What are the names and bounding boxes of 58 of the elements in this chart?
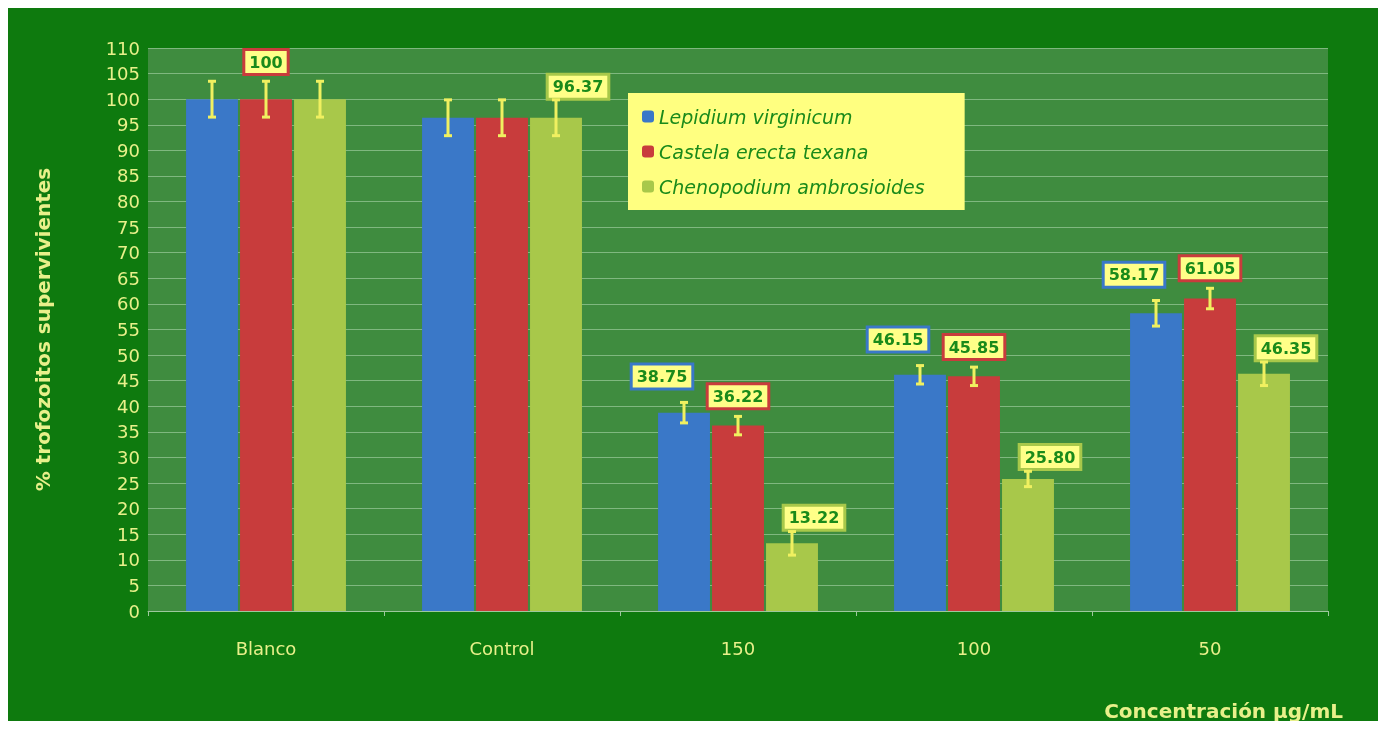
y-tick-label: 75	[117, 216, 140, 238]
data-label: 13.22	[788, 508, 840, 528]
y-tick-label: 10	[117, 549, 140, 571]
x-tick-label: 150	[720, 637, 756, 659]
bar	[712, 425, 764, 611]
y-tick-label: 80	[117, 191, 140, 213]
y-tick-label: 30	[117, 446, 140, 468]
y-tick-label: 45	[117, 370, 140, 392]
y-tick-label: 35	[117, 421, 140, 443]
bar	[766, 543, 818, 611]
data-label: 38.75	[636, 366, 688, 386]
x-tick-label: 50	[1198, 637, 1222, 659]
bar	[1130, 313, 1182, 611]
y-tick-label: 90	[117, 139, 140, 161]
y-tick-label: 25	[117, 472, 140, 494]
x-tick-label: Blanco	[235, 637, 297, 659]
bar	[894, 374, 946, 611]
legend-label: Lepidium virginicum	[659, 105, 853, 128]
y-tick-label: 15	[117, 523, 140, 545]
bar	[530, 117, 582, 611]
data-label: 46.35	[1260, 338, 1312, 358]
bar	[948, 376, 1000, 611]
x-tick-label: Control	[469, 637, 535, 659]
bar	[476, 117, 528, 611]
data-label: 58.17	[1108, 265, 1160, 285]
y-tick-label: 105	[105, 63, 140, 85]
y-tick-label: 65	[117, 267, 140, 289]
y-tick-label: 5	[128, 574, 140, 596]
y-tick-label: 70	[117, 242, 140, 264]
data-label: 100	[249, 52, 283, 72]
bar	[294, 99, 346, 611]
bar	[422, 117, 474, 611]
legend-label: Chenopodium ambrosioides	[659, 175, 925, 198]
x-tick-label: 100	[956, 637, 992, 659]
y-axis-title: % trofozoitos supervivientes	[31, 167, 55, 492]
bar	[1238, 373, 1290, 611]
data-label: 96.37	[552, 77, 604, 97]
bar	[1184, 298, 1236, 611]
data-label: 36.22	[712, 386, 764, 406]
y-tick-label: 55	[117, 319, 140, 340]
legend-label: Castela erecta texana	[659, 140, 869, 163]
data-label: 25.80	[1024, 447, 1076, 467]
y-tick-label: 110	[105, 37, 140, 59]
y-tick-label: 50	[117, 344, 140, 366]
y-tick-label: 20	[117, 498, 140, 520]
data-label: 61.05	[1184, 258, 1236, 278]
y-tick-label: 85	[117, 165, 140, 187]
data-label: 46.15	[872, 330, 924, 350]
y-tick-label: 40	[117, 395, 140, 417]
data-label: 45.85	[948, 337, 1000, 357]
y-tick-label: 95	[117, 114, 140, 136]
y-tick-label: 60	[117, 293, 140, 315]
bar	[658, 412, 710, 611]
bar	[240, 99, 292, 611]
y-tick-label: 0	[128, 600, 140, 622]
bar	[1002, 478, 1054, 611]
bar	[186, 99, 238, 611]
y-tick-label: 100	[105, 88, 140, 110]
